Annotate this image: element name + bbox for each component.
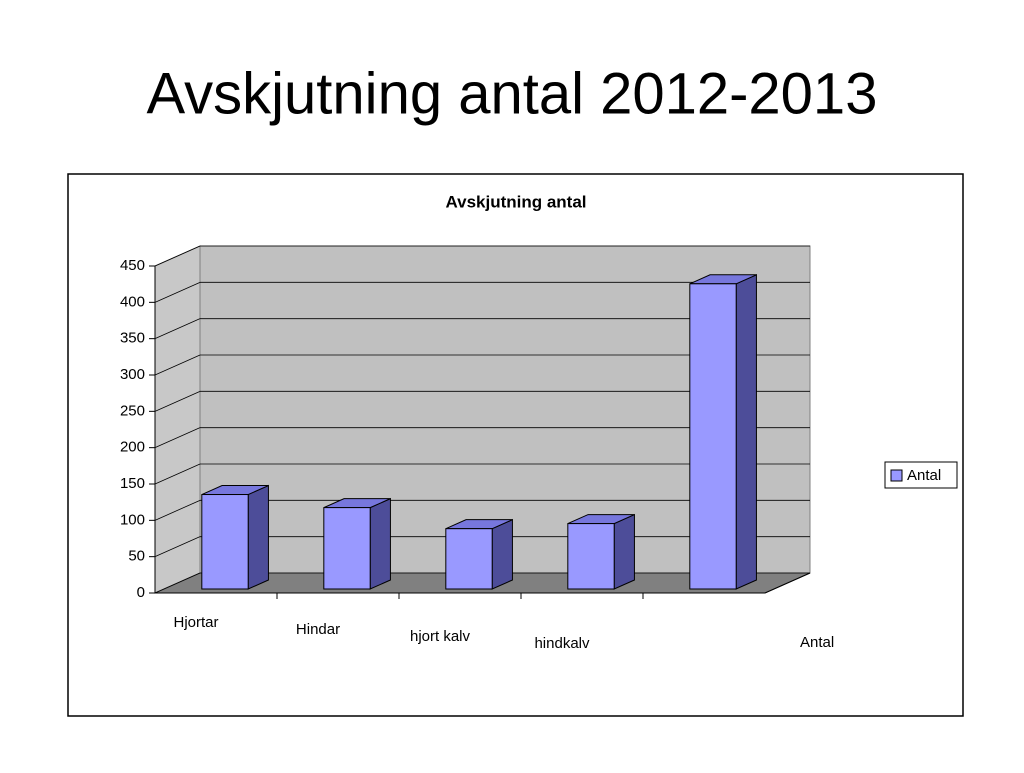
grid-line-side: [154, 463, 201, 485]
y-tick-label: 350: [120, 330, 145, 347]
chart-title: Avskjutning antal: [445, 192, 586, 211]
grid-line-side: [154, 427, 201, 449]
y-tick-label: 250: [120, 402, 145, 419]
x-tick-label: hjort kalv: [410, 628, 471, 645]
depth-axis: [764, 572, 811, 594]
x-tick-label: hindkalv: [534, 635, 590, 652]
bar: [445, 528, 493, 590]
grid-line-side: [154, 390, 201, 412]
y-tick-label: 50: [128, 548, 145, 565]
y-tick-label: 450: [120, 257, 145, 274]
depth-label: Antal: [800, 634, 834, 651]
grid-line-side: [154, 499, 201, 521]
grid-line-side: [154, 245, 201, 267]
y-tick-label: 0: [137, 584, 145, 601]
bar-side: [613, 513, 635, 590]
legend-label: Antal: [907, 467, 941, 484]
x-tick-label: Hjortar: [173, 614, 218, 631]
bar-side: [369, 497, 391, 590]
bar: [689, 283, 737, 590]
y-tick-label: 100: [120, 511, 145, 528]
grid-line-side: [154, 354, 201, 376]
legend-swatch: [890, 469, 903, 482]
side-wall: [154, 245, 201, 594]
grid-line-side: [154, 536, 201, 558]
y-tick-label: 150: [120, 475, 145, 492]
bar: [323, 507, 371, 590]
bar-side: [735, 274, 757, 590]
grid-line-side: [154, 281, 201, 303]
grid-line-side: [154, 572, 201, 594]
bar: [201, 494, 249, 590]
bar: [567, 523, 615, 590]
y-tick-label: 400: [120, 293, 145, 310]
bar-side: [491, 518, 513, 590]
grid-line-side: [154, 318, 201, 340]
y-tick-label: 200: [120, 439, 145, 456]
y-tick-label: 300: [120, 366, 145, 383]
slide-title: Avskjutning antal 2012-2013: [147, 61, 878, 126]
bar-side: [247, 484, 269, 590]
x-tick-label: Hindar: [296, 621, 340, 638]
